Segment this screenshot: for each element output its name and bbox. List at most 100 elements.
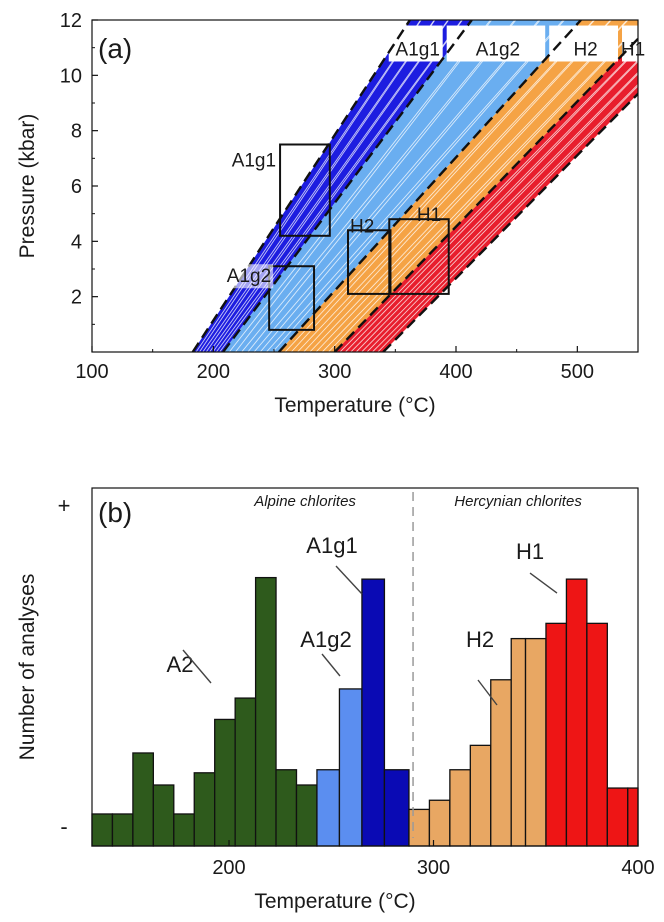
x-tick-label: 500 xyxy=(561,361,594,383)
group-label-alpine: Alpine chlorites xyxy=(253,493,356,510)
group-divider: Alpine chlorites Hercynian chlorites xyxy=(253,492,582,838)
bar-a2 xyxy=(132,752,154,847)
band-label-strip: A1g1 A1g2 H2 H1 xyxy=(388,25,645,62)
annotation-leader xyxy=(321,653,341,677)
bar-a2 xyxy=(275,769,298,847)
panel-a: A1g1 A1g2 H2 H1 A1g1 A1g2 H2 H1 100 200 300 400 50… xyxy=(16,10,645,417)
box-label-a1g2: A1g2 xyxy=(227,266,271,287)
bar-a1g2 xyxy=(316,769,341,847)
band-h1-hatch xyxy=(345,48,638,352)
annotation-a1g2: A1g2 xyxy=(300,627,351,652)
bar-a2 xyxy=(234,697,257,847)
bar-a2 xyxy=(254,576,277,847)
bar-h1 xyxy=(565,578,588,847)
box-label-a1g1: A1g1 xyxy=(232,151,276,172)
boundary-line xyxy=(333,37,638,352)
band-h2-hatch xyxy=(321,25,638,352)
band-a1g1-hatch xyxy=(205,20,436,352)
panel-b-frame xyxy=(91,487,639,847)
band-a1g2-hatch xyxy=(247,20,517,352)
x-tick-label: 100 xyxy=(75,361,108,383)
x-tick-label: 200 xyxy=(212,857,245,879)
band-label-h2: H2 xyxy=(573,40,597,61)
annotation-leader xyxy=(182,649,212,684)
bar-a2 xyxy=(214,718,236,847)
y-tick-label: 2 xyxy=(71,287,82,309)
band-a1g1-hatch xyxy=(195,20,421,352)
annotation-a1g1: A1g1 xyxy=(306,533,357,558)
annotation-a2: A2 xyxy=(167,652,194,677)
y-tick-label: 6 xyxy=(71,176,82,198)
box-h1 xyxy=(388,218,450,295)
band-label-h1: H1 xyxy=(621,40,645,61)
band-h1-hatch xyxy=(377,85,638,352)
box-label-bg xyxy=(207,264,274,289)
band-a1g1-hatch xyxy=(202,20,435,352)
band-h2-hatch xyxy=(290,20,596,352)
band-h2-hatch xyxy=(309,20,628,352)
y-tick-label: 10 xyxy=(60,65,82,87)
annotation-leader xyxy=(477,679,498,706)
bar-h2 xyxy=(510,637,527,847)
band-a1g2-hatch xyxy=(228,20,491,352)
y-max-label: + xyxy=(58,493,71,518)
group-label-hercynian: Hercynian chlorites xyxy=(454,493,582,510)
band-a1g1-strip xyxy=(388,25,443,62)
band-a1g1-hatch xyxy=(199,20,422,352)
boundary-line xyxy=(382,92,638,352)
bar-a2 xyxy=(91,813,114,847)
band-h2-hatch xyxy=(284,20,595,352)
panel-b: Alpine chlorites Hercynian chlorites A2 A1… xyxy=(16,487,655,913)
band-a1g1-hatch xyxy=(209,20,449,352)
band-h2-hatch xyxy=(328,26,638,352)
y-tick-label: 8 xyxy=(71,121,82,143)
bar-a2 xyxy=(152,784,175,847)
band-a1g2-hatch xyxy=(235,20,493,352)
x-tick-label: 300 xyxy=(318,361,351,383)
band-label-a1g2: A1g2 xyxy=(476,40,520,61)
band-a1g2-hatch xyxy=(272,20,565,352)
band-h1-hatch xyxy=(350,59,638,352)
y-tick-label: 4 xyxy=(71,231,82,253)
boundary-line xyxy=(222,20,473,352)
box-label-h1: H1 xyxy=(417,205,441,226)
box-a1g2 xyxy=(268,265,316,331)
bar-a1g1 xyxy=(361,578,386,847)
band-boundaries xyxy=(191,20,638,352)
bar-h1 xyxy=(545,622,568,847)
band-a1g2-hatch xyxy=(266,20,564,352)
pt-boxes: A1g1 A1g2 H2 H1 xyxy=(207,143,450,331)
bar-h1 xyxy=(627,787,639,847)
band-h2-hatch xyxy=(303,20,612,352)
band-h1-hatch xyxy=(366,73,638,352)
band-h2-hatch xyxy=(297,20,611,352)
band-h1-strip xyxy=(622,25,640,62)
x-tick-label: 400 xyxy=(439,361,472,383)
band-h1-hatch xyxy=(339,47,638,352)
panel-a-axes: 100 200 300 400 500 2 4 6 8 10 12 Temperature (°C) P… xyxy=(16,10,639,417)
bar-h2 xyxy=(490,679,512,847)
annotation-h2: H2 xyxy=(466,627,494,652)
band-h1-hatch xyxy=(372,83,638,352)
bar-a2 xyxy=(193,772,216,847)
x-tick-label: 400 xyxy=(621,857,654,879)
annotation-h1: H1 xyxy=(516,539,544,564)
band-h1-hatch xyxy=(355,60,638,352)
panel-b-label: (b) xyxy=(98,497,132,528)
bar-h2 xyxy=(428,799,451,847)
x-tick-label: 200 xyxy=(197,361,230,383)
bar-a1g1 xyxy=(383,769,410,847)
panel-b-axes: 200 300 400 + - Temperature (°C) Number of ana… xyxy=(16,487,655,913)
annotation-leader xyxy=(529,572,558,594)
y-tick-label: 12 xyxy=(60,10,82,32)
y-axis-title: Number of analyses xyxy=(16,574,39,761)
bar-a1g2 xyxy=(338,688,363,847)
bar-a2 xyxy=(295,784,318,847)
y-min-label: - xyxy=(60,814,67,839)
x-axis-title: Temperature (°C) xyxy=(254,890,415,913)
bar-h2 xyxy=(408,808,431,847)
x-tick-label: 300 xyxy=(417,857,450,879)
boundary-line xyxy=(277,20,582,352)
band-a1g1-hatch xyxy=(219,20,463,352)
